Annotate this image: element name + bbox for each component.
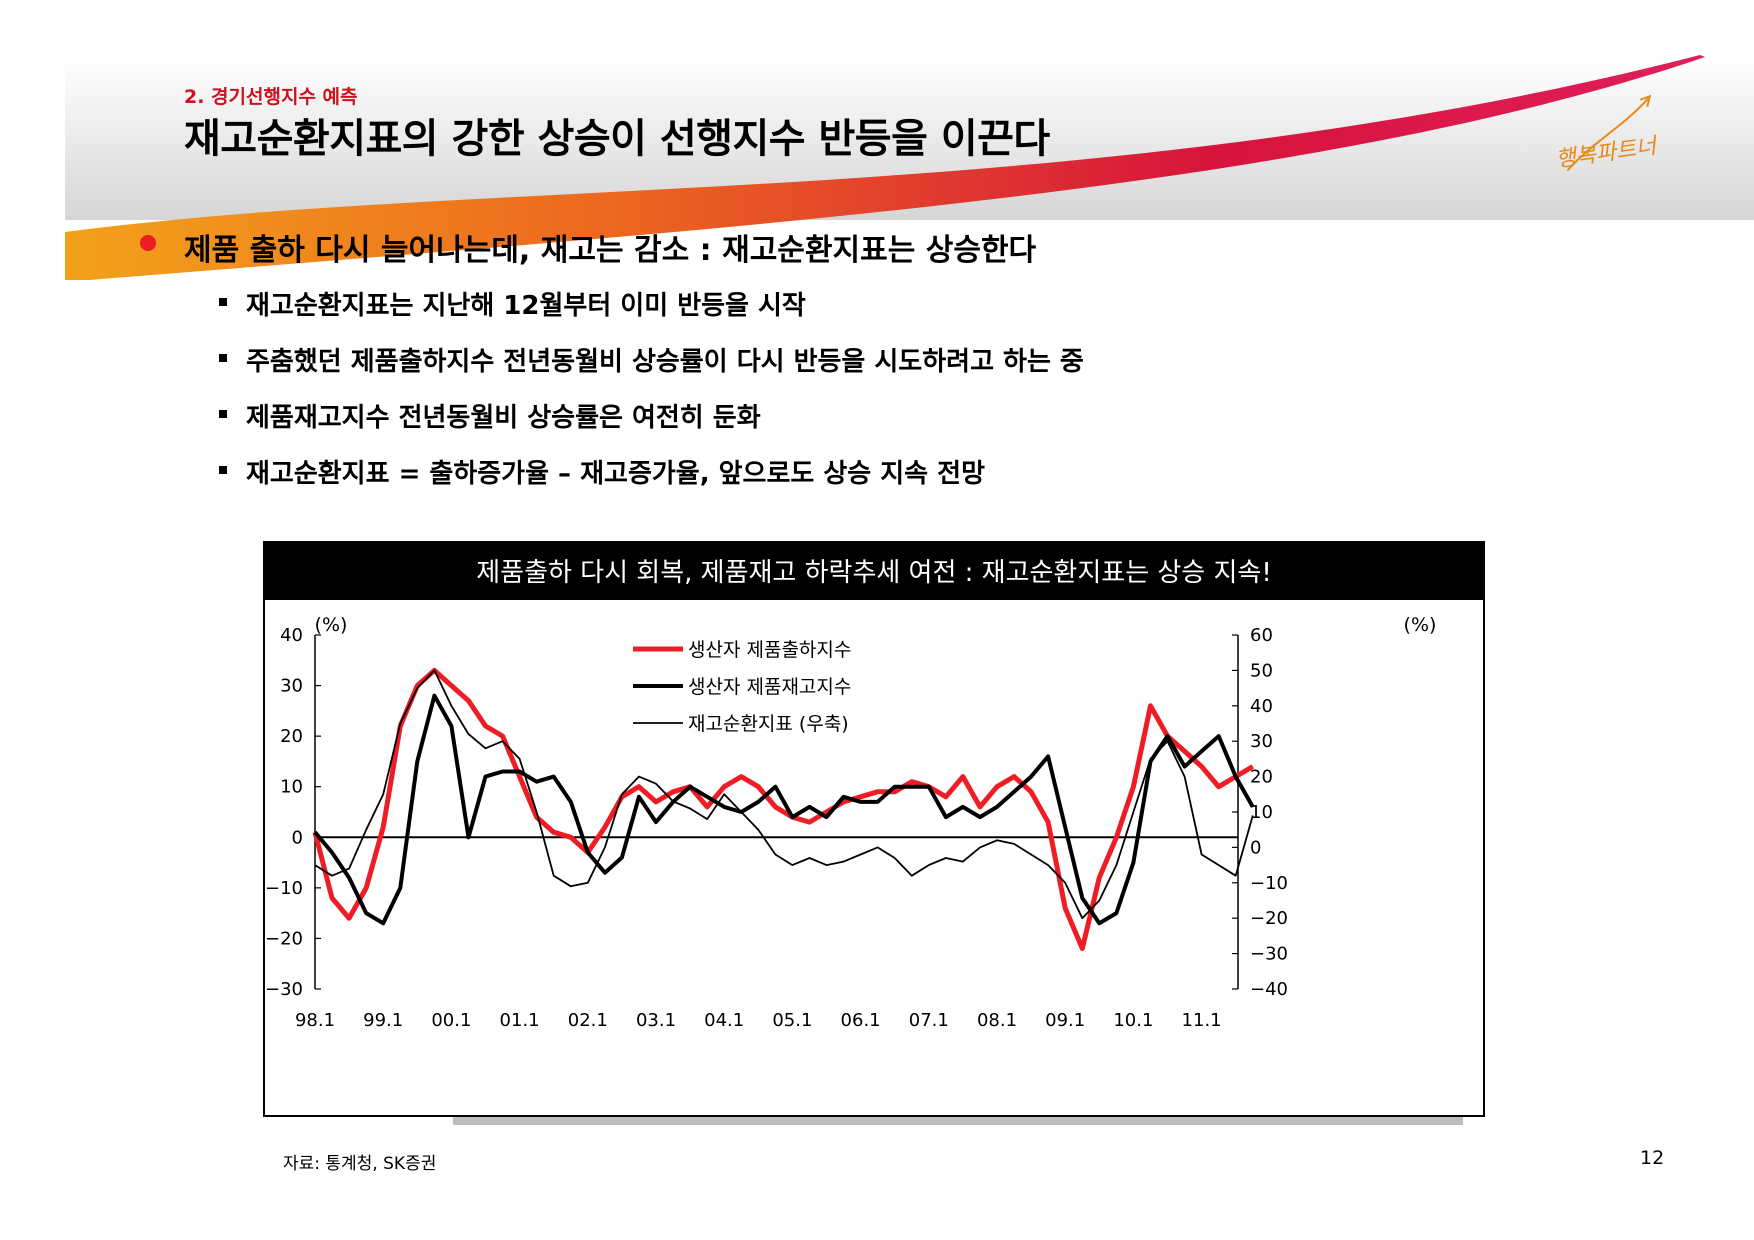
chart-shadow-bottom [453,1117,1463,1125]
page-number: 12 [1640,1147,1664,1169]
x-axis-tick-label: 07.1 [909,1010,949,1031]
x-axis-tick-label: 04.1 [704,1010,744,1031]
x-axis-tick-label: 10.1 [1113,1010,1153,1031]
right-axis-tick-label: 50 [1250,660,1273,681]
sub-bullet-1: 재고순환지표는 지난해 12월부터 이미 반등을 시작 [246,285,806,322]
right-axis-unit: (%) [1404,614,1437,636]
x-axis-tick-label: 02.1 [568,1010,608,1031]
x-axis-tick-label: 00.1 [431,1010,471,1031]
right-axis-tick-label: −20 [1250,908,1288,929]
page-title: 재고순환지표의 강한 상승이 선행지수 반등을 이끈다 [184,106,1050,164]
right-axis-tick-label: 0 [1250,837,1261,858]
x-axis-tick-label: 03.1 [636,1010,676,1031]
main-bullet-text: 제품 출하 다시 늘어나는데, 재고는 감소 : 재고순환지표는 상승한다 [184,225,1036,269]
sub-bullet-square-icon [219,354,227,362]
x-axis-tick-label: 99.1 [363,1010,403,1031]
sub-bullet-4: 재고순환지표 = 출하증가율 – 재고증가율, 앞으로도 상승 지속 전망 [246,453,985,490]
x-axis-tick-label: 01.1 [500,1010,540,1031]
left-axis-tick-label: 30 [280,676,303,697]
chart-title: 제품출하 다시 회복, 제품재고 하락추세 여전 : 재고순환지표는 상승 지속… [476,558,1272,588]
left-axis-tick-label: 0 [292,827,303,848]
x-axis-tick-label: 09.1 [1045,1010,1085,1031]
sub-bullet-3: 제품재고지수 전년동월비 상승률은 여전히 둔화 [246,397,761,434]
sub-bullet-square-icon [219,298,227,306]
right-axis-tick-label: −30 [1250,944,1288,965]
sub-bullet-square-icon [219,466,227,474]
right-axis-tick-label: −40 [1250,979,1288,1000]
left-axis-tick-label: −30 [265,979,303,1000]
x-axis-tick-label: 11.1 [1182,1010,1222,1031]
main-bullet-dot-icon [140,235,156,251]
x-axis-tick-label: 08.1 [977,1010,1017,1031]
left-axis-tick-label: −20 [265,928,303,949]
legend-label-2: 생산자 제품재고지수 [688,676,851,698]
x-axis-tick-label: 98.1 [295,1010,335,1031]
left-axis-unit: (%) [315,614,348,636]
right-axis-tick-label: 30 [1250,731,1273,752]
left-axis-tick-label: −10 [265,878,303,899]
right-axis-tick-label: −10 [1250,873,1288,894]
chart-container: 제품출하 다시 회복, 제품재고 하락추세 여전 : 재고순환지표는 상승 지속… [263,541,1485,1125]
left-axis-tick-label: 20 [280,726,303,747]
sub-bullet-2: 주춤했던 제품출하지수 전년동월비 상승률이 다시 반등을 시도하려고 하는 중 [246,341,1084,378]
source-note: 자료: 통계청, SK증권 [283,1149,436,1174]
left-axis-tick-label: 40 [280,625,303,646]
sub-bullet-square-icon [219,410,227,418]
x-axis-tick-label: 05.1 [772,1010,812,1031]
left-axis-tick-label: 10 [280,777,303,798]
line-chart: 제품출하 다시 회복, 제품재고 하락추세 여전 : 재고순환지표는 상승 지속… [263,541,1485,1125]
right-axis-tick-label: 40 [1250,696,1273,717]
right-axis-tick-label: 60 [1250,625,1273,646]
legend-label-1: 생산자 제품출하지수 [688,639,851,661]
section-label: 2. 경기선행지수 예측 [184,82,358,109]
x-axis-tick-label: 06.1 [841,1010,881,1031]
right-axis-tick-label: 20 [1250,767,1273,788]
legend-label-3: 재고순환지표 (우축) [688,713,849,735]
